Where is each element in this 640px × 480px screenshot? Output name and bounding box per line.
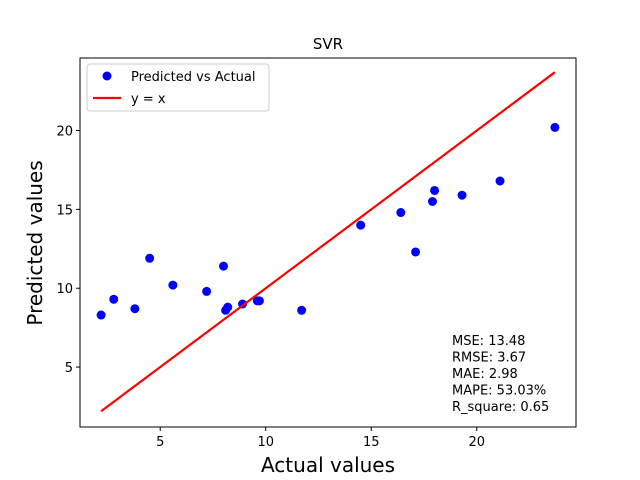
x-axis-label: Actual values	[261, 453, 395, 477]
x-tick-label: 5	[156, 435, 164, 450]
legend-label-scatter: Predicted vs Actual	[131, 70, 255, 85]
scatter-point	[495, 176, 505, 186]
x-axis-ticks: 5 10 15 20	[156, 427, 485, 450]
scatter-point	[297, 305, 307, 315]
metric-text: MSE: 13.48	[452, 334, 525, 349]
scatter-point	[219, 261, 229, 271]
metric-text: MAPE: 53.03%	[452, 384, 546, 399]
x-tick-label: 10	[257, 435, 274, 450]
scatter-point	[145, 253, 155, 263]
metric-text: R_square: 0.65	[452, 400, 549, 415]
scatter-point	[430, 185, 440, 195]
scatter-point	[168, 280, 178, 290]
legend-label-line: y = x	[131, 92, 166, 107]
scatter-point	[457, 190, 467, 200]
plot-area	[79, 57, 577, 428]
scatter-point	[427, 197, 437, 206]
y-axis-label: Predicted values	[23, 160, 47, 325]
x-tick-label: 15	[363, 435, 380, 450]
x-tick-label: 20	[469, 435, 486, 450]
y-tick-label: 20	[56, 125, 73, 140]
metric-text: RMSE: 3.67	[452, 351, 526, 366]
y-tick-label: 5	[65, 361, 73, 376]
y-tick-label: 10	[56, 282, 73, 297]
scatter-point	[96, 310, 106, 320]
y-tick-label: 15	[56, 203, 73, 218]
plot-frame	[79, 57, 577, 428]
scatter-point	[356, 220, 366, 230]
legend-marker-scatter	[102, 71, 112, 81]
scatter-point	[223, 302, 233, 312]
scatter-point	[202, 286, 212, 296]
legend-box	[86, 63, 270, 112]
chart-title: SVR	[313, 35, 343, 53]
scatter-point	[109, 294, 119, 304]
legend: Predicted vs Actual y = x	[86, 63, 270, 112]
scatter-point	[254, 296, 264, 306]
metric-text: MAE: 2.98	[452, 367, 518, 382]
scatter-point	[130, 304, 140, 314]
scatter-point	[396, 208, 406, 218]
scatter-point	[550, 122, 560, 132]
scatter-point	[411, 247, 421, 257]
y-axis-ticks: 5 10 15 20	[56, 125, 80, 376]
identity-line	[100, 71, 556, 413]
